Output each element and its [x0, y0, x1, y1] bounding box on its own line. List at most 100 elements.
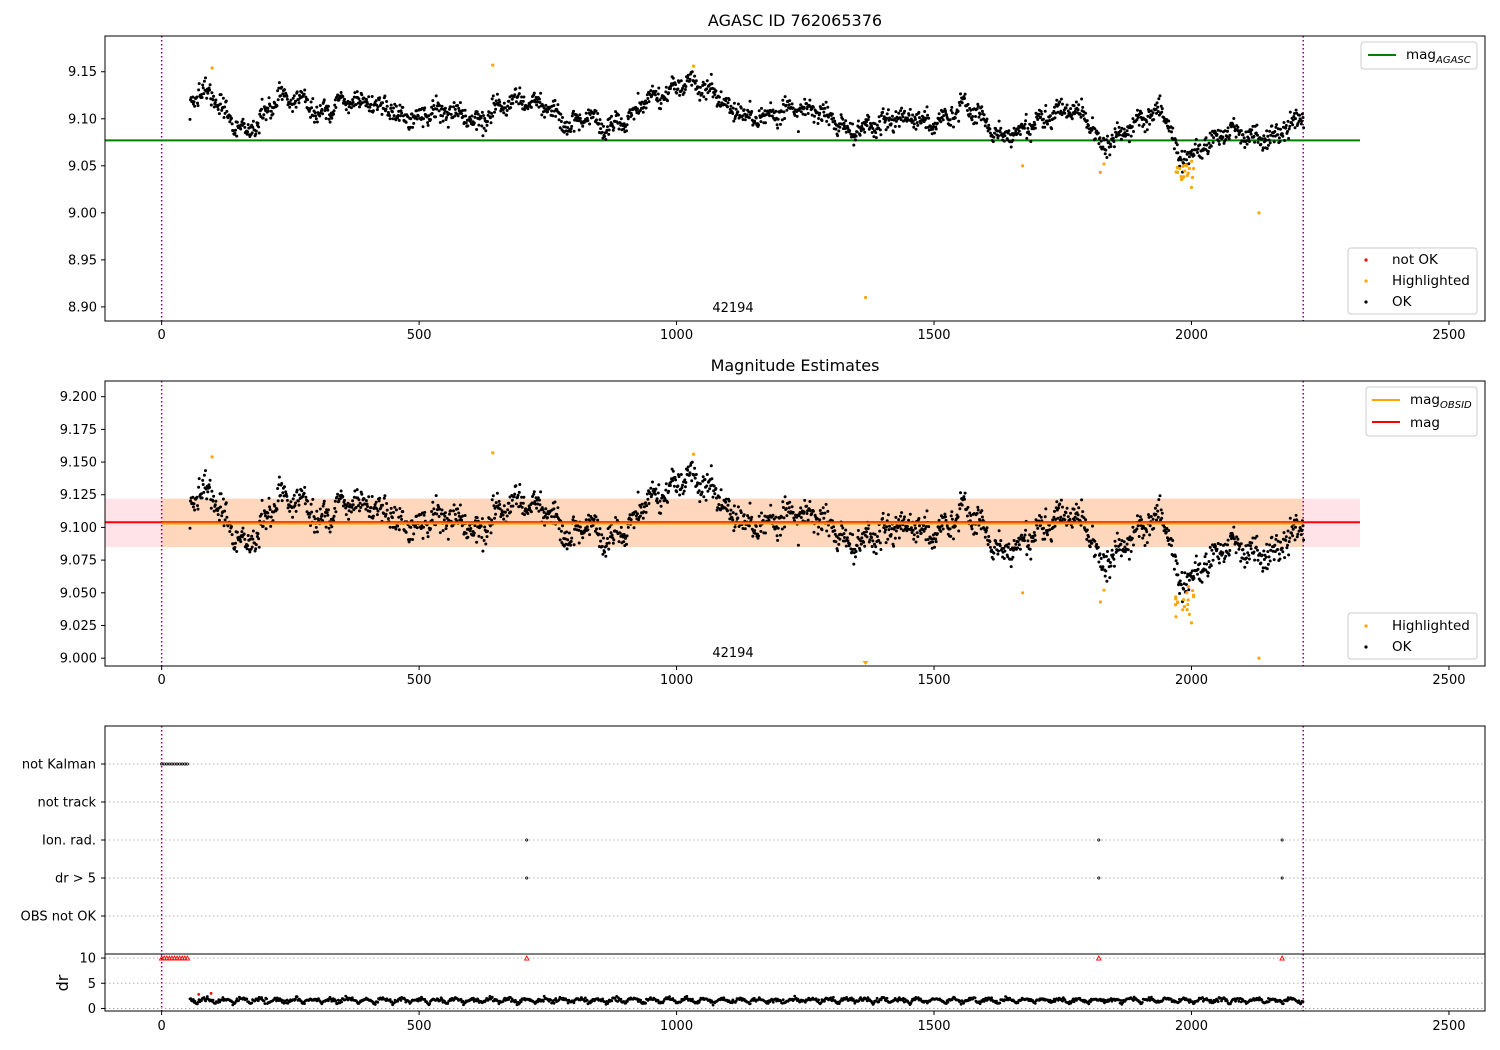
ok-point — [783, 95, 787, 99]
ok-point — [870, 536, 874, 540]
ok-point — [863, 130, 867, 134]
ok-point — [732, 529, 736, 533]
ok-point — [666, 500, 669, 504]
ok-point — [610, 533, 614, 537]
ok-point — [219, 93, 223, 97]
ok-point — [1056, 516, 1060, 520]
ok-point — [559, 120, 563, 123]
ok-point — [223, 111, 227, 115]
ok-point — [810, 113, 814, 117]
ok-point — [390, 516, 394, 520]
ok-point — [210, 489, 214, 493]
ok-point — [368, 509, 372, 513]
ok-point — [208, 88, 212, 92]
ok-point — [666, 99, 669, 103]
ok-point — [383, 494, 387, 498]
dr-point — [734, 999, 738, 1003]
ok-point — [1096, 131, 1100, 135]
ok-point — [302, 92, 306, 96]
ok-point — [298, 93, 301, 97]
ok-point — [772, 525, 776, 529]
ok-point — [923, 110, 927, 113]
ok-point — [1285, 546, 1289, 550]
ok-point — [742, 513, 746, 517]
dr-ytick-label: 10 — [79, 952, 96, 967]
ok-point — [924, 538, 928, 542]
ok-point — [479, 116, 483, 120]
ok-point — [291, 515, 295, 519]
flag-point — [183, 762, 187, 766]
ok-point — [1167, 529, 1171, 532]
ok-point — [375, 513, 379, 517]
dr-point — [204, 999, 208, 1003]
ok-point — [330, 116, 334, 120]
ok-point — [1103, 574, 1107, 578]
legend2-ok-marker — [1364, 645, 1368, 649]
flag-label: dr > 5 — [55, 872, 96, 887]
ok-point — [552, 507, 556, 511]
ok-point — [793, 113, 797, 117]
ok-point — [255, 535, 259, 538]
ok-point — [1302, 538, 1306, 542]
ok-point — [1252, 134, 1256, 138]
ok-point — [840, 524, 844, 528]
ok-point — [220, 514, 224, 518]
ok-point — [717, 100, 721, 104]
ok-point — [748, 99, 752, 103]
ok-point — [997, 529, 1001, 533]
ok-point — [264, 118, 268, 122]
ok-point — [216, 513, 220, 517]
ok-point — [700, 91, 704, 95]
ok-point — [764, 531, 767, 535]
ok-point — [1072, 104, 1076, 108]
ok-point — [384, 512, 388, 516]
ok-point — [488, 524, 492, 528]
ok-point — [837, 542, 841, 546]
ok-point — [878, 128, 882, 132]
ok-point — [1154, 107, 1158, 111]
ok-point — [886, 513, 890, 517]
dr-point — [829, 996, 833, 1000]
ok-point — [811, 509, 815, 513]
ok-point — [246, 544, 250, 548]
ok-point — [1247, 557, 1251, 561]
ok-point — [1129, 134, 1133, 138]
ok-point — [841, 117, 845, 121]
ok-point — [1044, 507, 1048, 511]
ok-point — [600, 544, 604, 548]
ok-point — [821, 511, 825, 515]
ok-point — [378, 96, 382, 100]
ok-point — [1232, 125, 1236, 129]
ok-point — [897, 111, 901, 115]
ok-point — [1182, 582, 1186, 586]
ok-point — [684, 481, 688, 484]
ok-point — [422, 525, 425, 529]
ok-point — [784, 507, 788, 511]
ok-point — [950, 510, 954, 514]
ok-point — [671, 76, 675, 80]
ok-point — [611, 128, 615, 132]
ok-point — [206, 91, 210, 95]
ok-point — [1139, 524, 1143, 527]
ok-point — [421, 536, 425, 540]
ok-point — [279, 493, 282, 497]
ok-point — [376, 509, 380, 513]
ok-point — [1070, 113, 1074, 117]
ok-point — [1204, 568, 1208, 572]
ok-point — [1136, 524, 1140, 528]
ok-point — [266, 511, 270, 515]
ok-point — [241, 526, 245, 530]
ok-point — [815, 517, 819, 521]
ok-point — [1114, 550, 1118, 554]
ok-point — [394, 527, 398, 531]
ok-point — [976, 508, 980, 512]
ok-point — [717, 503, 721, 506]
ok-point — [873, 122, 877, 126]
ok-point — [367, 495, 371, 499]
ok-point — [609, 531, 613, 535]
ok-point — [874, 552, 878, 556]
ok-point — [1024, 119, 1028, 123]
p2-xtick-label-2500: 2500 — [1432, 673, 1465, 688]
ok-point — [646, 497, 650, 501]
ok-point — [998, 544, 1002, 548]
